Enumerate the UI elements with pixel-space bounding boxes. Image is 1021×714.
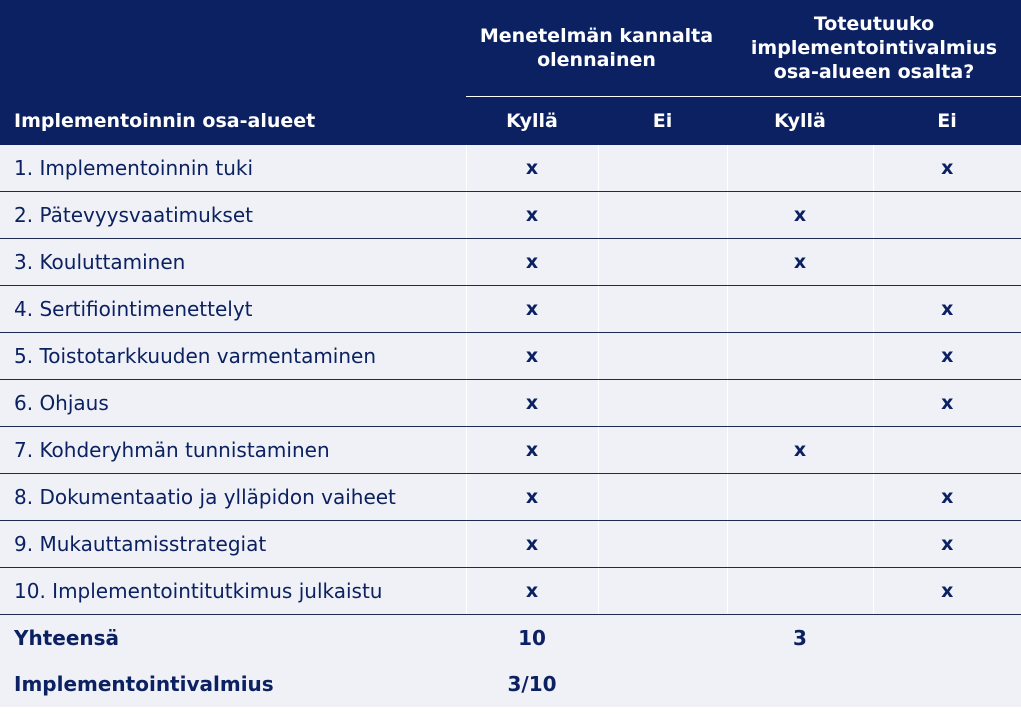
readiness-row: Implementointivalmius 3/10 <box>0 661 1021 707</box>
row-mark-c3 <box>726 520 873 568</box>
totals-label: Yhteensä <box>0 614 466 661</box>
row-mark-c4 <box>872 238 1021 286</box>
row-mark-c2 <box>597 332 727 380</box>
header-group-fulfilled: Toteutuuko implementointivalmius osa-alu… <box>727 0 1021 97</box>
row-mark-c1: x <box>465 520 598 568</box>
row-mark-c1: x <box>465 332 598 380</box>
row-mark-c1: x <box>465 238 598 286</box>
row-mark-c3: x <box>726 238 873 286</box>
row-mark-c1: x <box>465 473 598 521</box>
table-row: 7. Kohderyhmän tunnistaminen x x <box>0 426 1021 474</box>
row-mark-c4 <box>872 191 1021 239</box>
row-mark-c4: x <box>872 379 1021 427</box>
row-label: 10. Implementointitutkimus julkaistu <box>0 567 466 615</box>
row-mark-c4: x <box>872 145 1021 192</box>
row-mark-c4: x <box>872 567 1021 615</box>
row-mark-c3 <box>726 473 873 521</box>
table-body: 1. Implementoinnin tuki x x 2. Pätevyysvaat… <box>0 145 1021 707</box>
row-label: 1. Implementoinnin tuki <box>0 145 466 192</box>
row-mark-c2 <box>597 520 727 568</box>
header-no-fulfilled: Ei <box>873 96 1021 145</box>
row-label: 6. Ohjaus <box>0 379 466 427</box>
row-mark-c4: x <box>872 285 1021 333</box>
row-label: 5. Toistotarkkuuden varmentaminen <box>0 332 466 380</box>
table-row: 10. Implementointitutkimus julkaistu x x <box>0 567 1021 615</box>
table-row: 3. Kouluttaminen x x <box>0 238 1021 286</box>
row-mark-c4 <box>872 426 1021 474</box>
totals-empty <box>873 614 1021 661</box>
header-yes-fulfilled: Kyllä <box>727 96 873 145</box>
table-row: 8. Dokumentaatio ja ylläpidon vaiheet x x <box>0 473 1021 521</box>
row-mark-c3 <box>726 332 873 380</box>
table-row: 4. Sertifiointimenettelyt x x <box>0 285 1021 333</box>
row-mark-c1: x <box>465 285 598 333</box>
readiness-empty <box>727 661 873 707</box>
table-row: 6. Ohjaus x x <box>0 379 1021 427</box>
row-label: 4. Sertifiointimenettelyt <box>0 285 466 333</box>
header-group-relevant: Menetelmän kannalta olennainen <box>466 0 727 97</box>
header-yes-relevant: Kyllä <box>466 96 598 145</box>
row-mark-c3 <box>726 567 873 615</box>
row-mark-c1: x <box>465 567 598 615</box>
row-mark-c3 <box>726 145 873 192</box>
row-mark-c2 <box>597 473 727 521</box>
row-mark-c1: x <box>465 191 598 239</box>
table-row: 9. Mukauttamisstrategiat x x <box>0 520 1021 568</box>
row-label: 9. Mukauttamisstrategiat <box>0 520 466 568</box>
header-area-column: Implementoinnin osa-alueet <box>0 96 466 145</box>
row-mark-c3: x <box>726 426 873 474</box>
row-mark-c2 <box>597 145 727 192</box>
table-row: 1. Implementoinnin tuki x x <box>0 145 1021 192</box>
totals-row: Yhteensä 10 3 <box>0 614 1021 661</box>
row-mark-c2 <box>597 567 727 615</box>
table-row: 5. Toistotarkkuuden varmentaminen x x <box>0 332 1021 380</box>
totals-relevant-yes: 10 <box>466 614 598 661</box>
row-mark-c4: x <box>872 473 1021 521</box>
row-mark-c2 <box>597 238 727 286</box>
row-mark-c2 <box>597 191 727 239</box>
readiness-empty <box>598 661 727 707</box>
totals-fulfilled-yes: 3 <box>727 614 873 661</box>
row-mark-c2 <box>597 285 727 333</box>
readiness-label: Implementointivalmius <box>0 661 466 707</box>
row-label: 8. Dokumentaatio ja ylläpidon vaiheet <box>0 473 466 521</box>
row-mark-c1: x <box>465 426 598 474</box>
header-no-relevant: Ei <box>598 96 727 145</box>
row-mark-c4: x <box>872 332 1021 380</box>
readiness-empty <box>873 661 1021 707</box>
row-mark-c3 <box>726 285 873 333</box>
row-label: 3. Kouluttaminen <box>0 238 466 286</box>
row-mark-c1: x <box>465 379 598 427</box>
readiness-value: 3/10 <box>466 661 598 707</box>
row-mark-c1: x <box>465 145 598 192</box>
row-label: 2. Pätevyysvaatimukset <box>0 191 466 239</box>
row-mark-c2 <box>597 426 727 474</box>
row-label: 7. Kohderyhmän tunnistaminen <box>0 426 466 474</box>
row-mark-c3 <box>726 379 873 427</box>
row-mark-c3: x <box>726 191 873 239</box>
row-mark-c4: x <box>872 520 1021 568</box>
table-row: 2. Pätevyysvaatimukset x x <box>0 191 1021 239</box>
totals-empty <box>598 614 727 661</box>
header-spacer <box>0 0 466 97</box>
row-mark-c2 <box>597 379 727 427</box>
